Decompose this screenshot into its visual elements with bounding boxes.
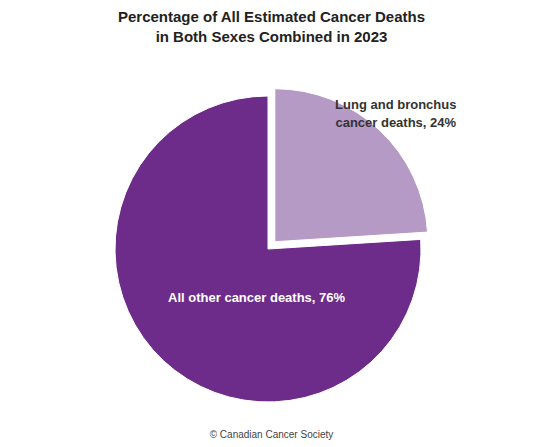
chart: Percentage of All Estimated Cancer Death… (0, 0, 543, 447)
slice-label-line: All other cancer deaths, 76% (168, 290, 345, 305)
title-line: Percentage of All Estimated Cancer Death… (118, 8, 425, 25)
slice-labels: Lung and bronchus cancer deaths, 24% All o… (168, 97, 456, 306)
slice-label: All other cancer deaths, 76% (168, 290, 345, 305)
title: Percentage of All Estimated Cancer Death… (118, 8, 425, 45)
slice-label-line: cancer deaths, 24% (335, 115, 456, 130)
slice-label-line: Lung and bronchus (335, 97, 456, 112)
slice-label: Lung and bronchus cancer deaths, 24% (335, 97, 456, 130)
source-note: © Canadian Cancer Society (210, 429, 334, 440)
pie-slice (115, 96, 421, 402)
pie (115, 89, 428, 402)
title-line: in Both Sexes Combined in 2023 (156, 28, 388, 45)
